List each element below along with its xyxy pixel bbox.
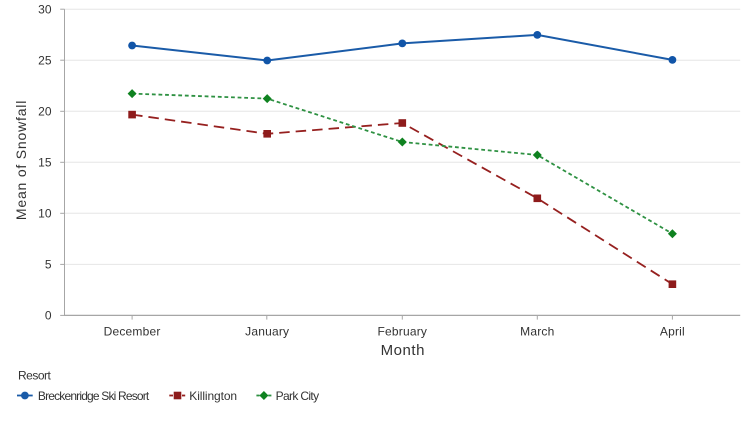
svg-text:15: 15	[38, 156, 52, 170]
svg-text:March: March	[520, 324, 554, 338]
svg-text:Breckenridge Ski Resort: Breckenridge Ski Resort	[38, 389, 150, 403]
svg-text:December: December	[104, 324, 161, 338]
svg-text:Killington: Killington	[189, 389, 237, 403]
svg-text:Park City: Park City	[276, 389, 319, 403]
svg-text:February: February	[377, 324, 427, 338]
svg-text:0: 0	[45, 309, 52, 323]
svg-text:20: 20	[38, 105, 52, 119]
svg-text:30: 30	[38, 3, 52, 17]
svg-text:Mean of Snowfall: Mean of Snowfall	[13, 100, 29, 220]
svg-text:5: 5	[45, 258, 52, 272]
svg-text:January: January	[245, 324, 289, 338]
svg-text:10: 10	[38, 207, 52, 221]
svg-text:Resort: Resort	[18, 369, 52, 383]
svg-text:April: April	[660, 324, 685, 338]
svg-text:Month: Month	[381, 342, 425, 359]
svg-text:25: 25	[38, 54, 52, 68]
